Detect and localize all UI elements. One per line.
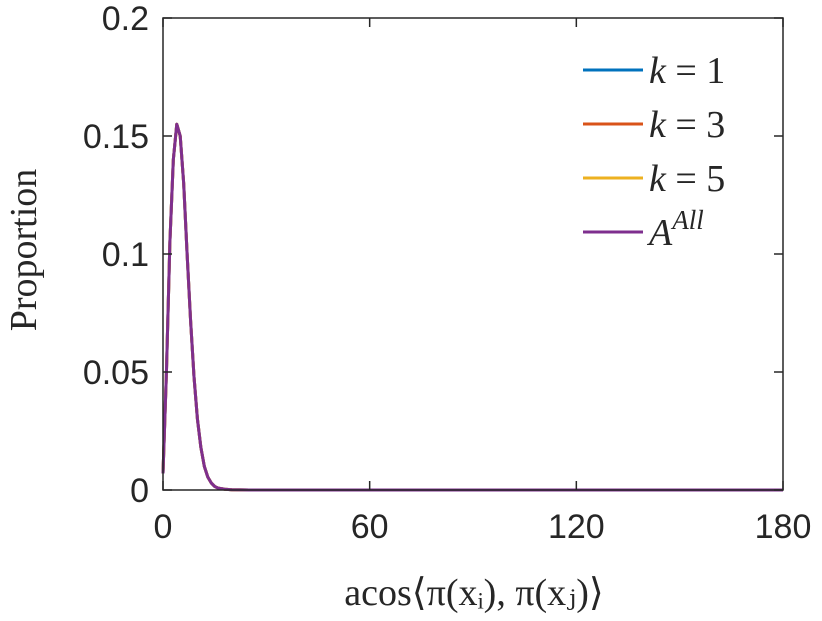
x-tick-label: 0 (154, 508, 173, 546)
legend: k = 1 k = 3 k = 5 AAll (583, 50, 725, 254)
legend-label-4: AAll (646, 205, 704, 254)
y-tick-label: 0.2 (102, 0, 149, 38)
y-tick-label: 0.15 (83, 118, 149, 156)
y-tick-label: 0 (130, 472, 149, 510)
y-tick-label: 0.1 (102, 236, 149, 274)
x-tick-label: 60 (351, 508, 389, 546)
legend-label-2: k = 3 (649, 104, 725, 146)
y-tick-label: 0.05 (83, 354, 149, 392)
x-tick-label: 120 (548, 508, 605, 546)
x-tick-label: 180 (755, 508, 812, 546)
legend-label-3: k = 5 (649, 158, 725, 200)
ticks-layer: 0 60 120 180 0 0.05 0.1 0.15 0.2 (83, 0, 812, 546)
x-axis-title: acos⟨π(xᵢ), π(xⱼ)⟩ (344, 572, 603, 614)
legend-label-1: k = 1 (649, 50, 725, 92)
y-axis-title: Proportion (3, 169, 45, 332)
